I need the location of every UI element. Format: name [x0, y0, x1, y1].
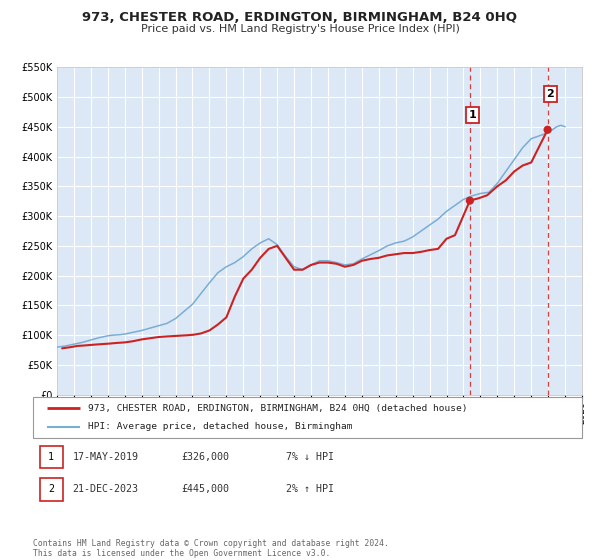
- FancyBboxPatch shape: [40, 446, 62, 468]
- Point: [465, 196, 475, 205]
- Text: 21-DEC-2023: 21-DEC-2023: [73, 484, 139, 494]
- FancyBboxPatch shape: [40, 478, 62, 501]
- FancyBboxPatch shape: [33, 397, 582, 438]
- Text: 1: 1: [469, 110, 476, 120]
- Text: 973, CHESTER ROAD, ERDINGTON, BIRMINGHAM, B24 0HQ: 973, CHESTER ROAD, ERDINGTON, BIRMINGHAM…: [83, 11, 517, 24]
- Text: 2: 2: [48, 484, 54, 494]
- Point: [543, 125, 553, 134]
- Text: £326,000: £326,000: [181, 452, 229, 462]
- Text: Price paid vs. HM Land Registry's House Price Index (HPI): Price paid vs. HM Land Registry's House …: [140, 24, 460, 34]
- Text: Contains HM Land Registry data © Crown copyright and database right 2024.
This d: Contains HM Land Registry data © Crown c…: [33, 539, 389, 558]
- Text: 1: 1: [48, 452, 54, 462]
- Text: 17-MAY-2019: 17-MAY-2019: [73, 452, 139, 462]
- Text: 7% ↓ HPI: 7% ↓ HPI: [286, 452, 334, 462]
- Text: 973, CHESTER ROAD, ERDINGTON, BIRMINGHAM, B24 0HQ (detached house): 973, CHESTER ROAD, ERDINGTON, BIRMINGHAM…: [88, 404, 467, 413]
- Text: £445,000: £445,000: [181, 484, 229, 494]
- Text: 2% ↑ HPI: 2% ↑ HPI: [286, 484, 334, 494]
- Text: HPI: Average price, detached house, Birmingham: HPI: Average price, detached house, Birm…: [88, 422, 352, 431]
- Text: 2: 2: [546, 89, 554, 99]
